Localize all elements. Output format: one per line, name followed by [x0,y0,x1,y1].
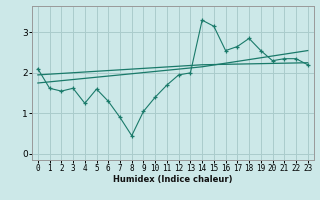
X-axis label: Humidex (Indice chaleur): Humidex (Indice chaleur) [113,175,233,184]
